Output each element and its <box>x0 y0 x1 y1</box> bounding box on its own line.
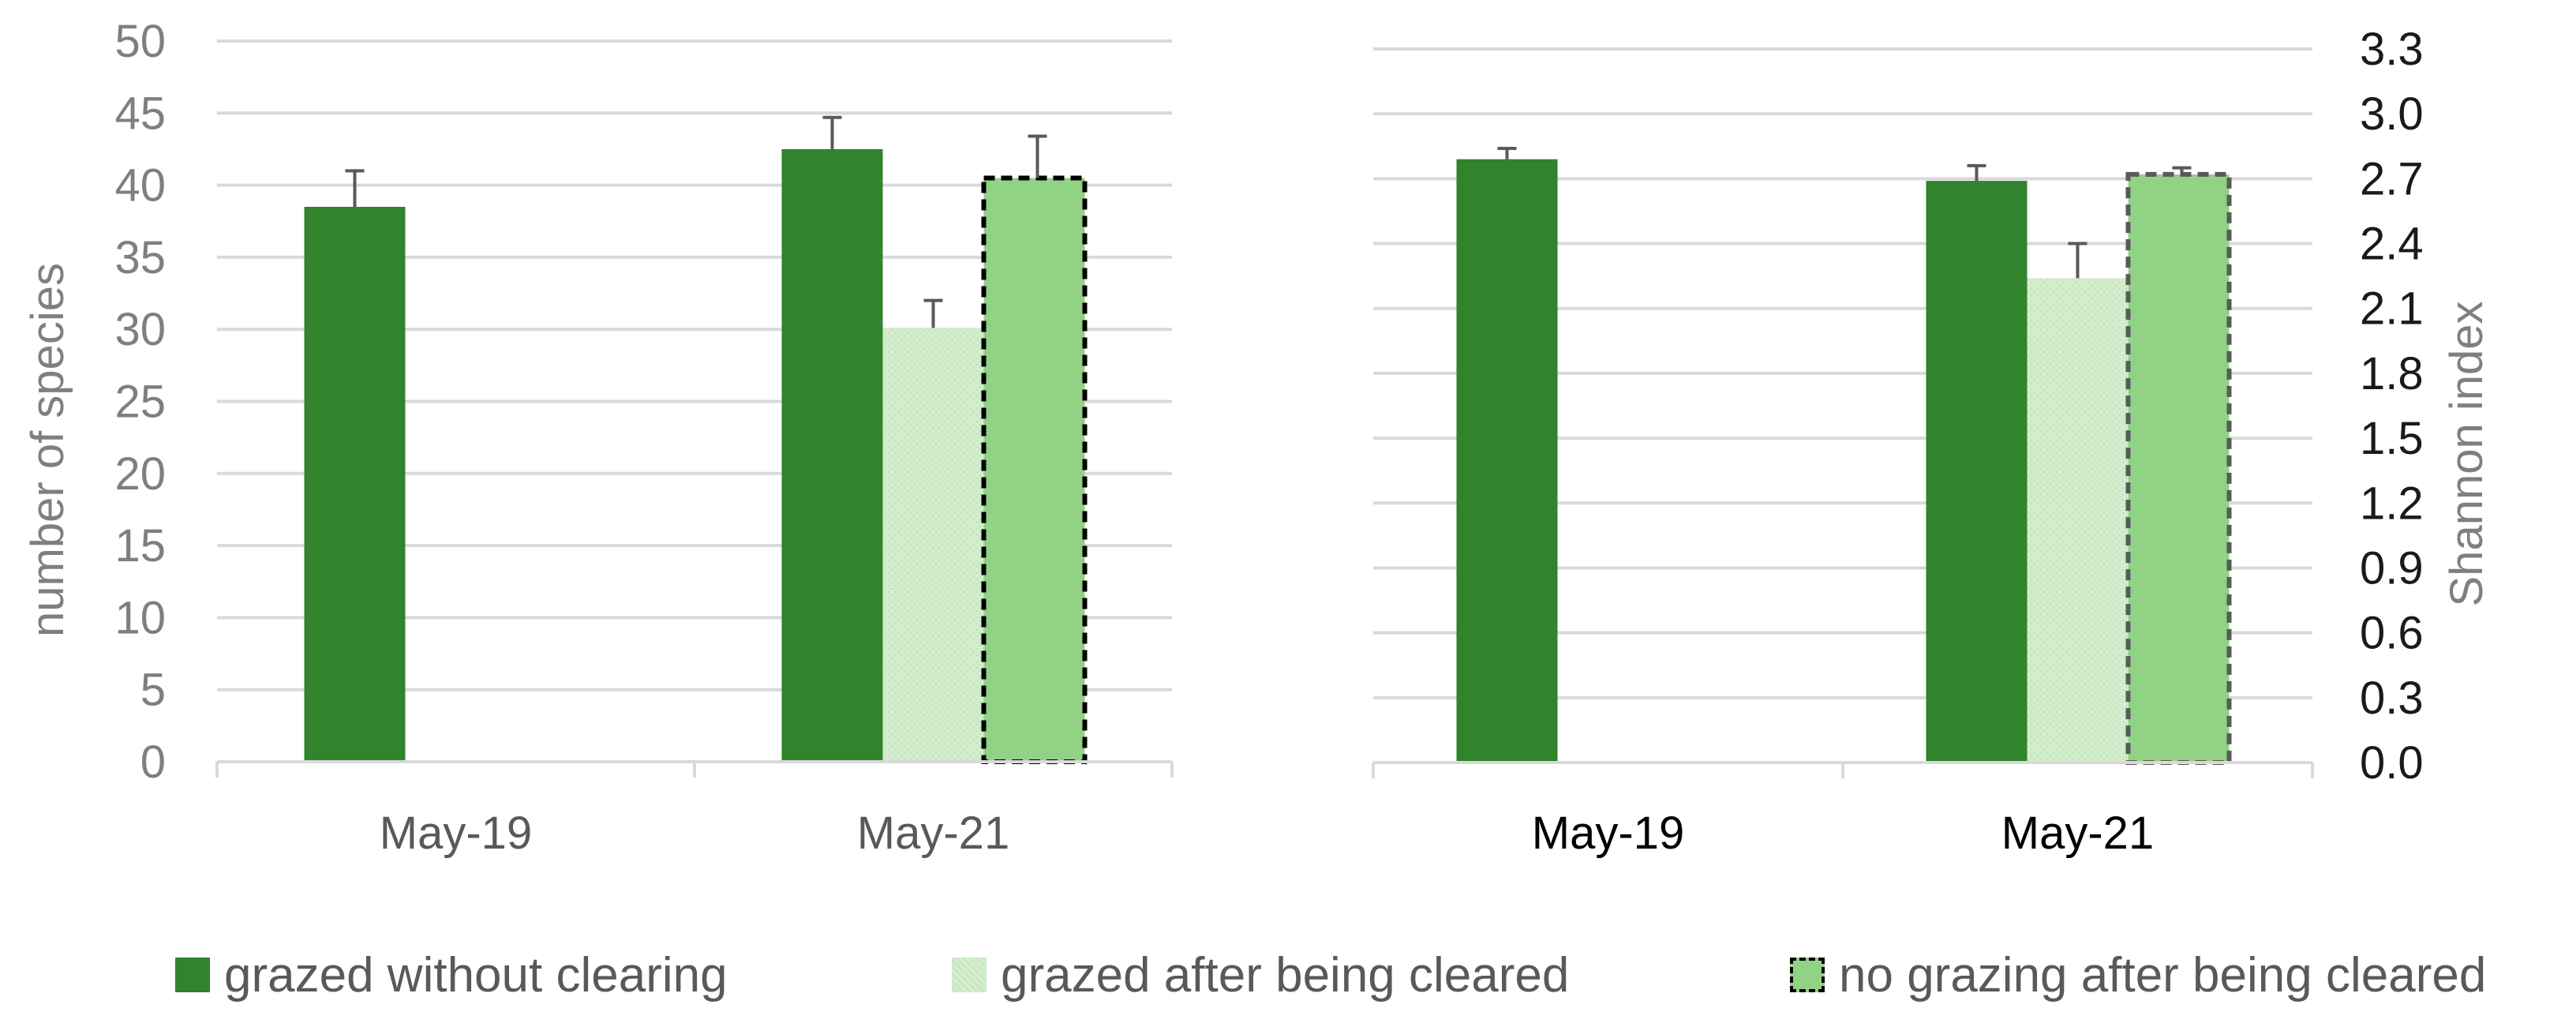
left-y-tick-labels: 0 5 10 15 20 25 30 35 40 45 50 <box>114 16 166 788</box>
y-tick-label: 2.7 <box>2360 153 2424 204</box>
x-tick-label: May-19 <box>380 808 532 859</box>
y-tick-label: 0 <box>140 737 166 788</box>
legend-item-grazed-without-clearing: grazed without clearing <box>175 939 728 1010</box>
left-x-axis: May-19 May-21 <box>215 760 1174 859</box>
y-tick-label: 0.6 <box>2360 608 2424 659</box>
y-tick-label: 0.3 <box>2360 673 2424 724</box>
legend: grazed without clearing grazed after bei… <box>0 939 2576 1010</box>
y-tick-label: 45 <box>114 88 166 139</box>
legend-label: no grazing after being cleared <box>1839 947 2487 1003</box>
bar-grazed-after-being-cleared-May-21 <box>882 328 984 762</box>
bar-grazed-without-clearing-May-21 <box>1926 181 2027 763</box>
bar-grazed-without-clearing-May-19 <box>304 206 406 762</box>
shannon-chart: 0.0 0.3 0.6 0.9 1.2 1.5 1.8 2.1 2.4 2.7 3.0 3.3 May… <box>1372 24 2492 859</box>
species-chart: 0 5 10 15 20 25 30 35 40 45 50 May-19 May-21 number… <box>22 16 1174 859</box>
y-tick-label: 2.1 <box>2360 283 2424 335</box>
bar-grazed-without-clearing-May-19 <box>1456 159 1558 763</box>
legend-swatch-no-grazing-after-cleared <box>1790 958 1825 992</box>
y-tick-label: 20 <box>114 448 166 500</box>
y-tick-label: 40 <box>114 160 166 212</box>
right-y-tick-labels: 0.0 0.3 0.6 0.9 1.2 1.5 1.8 2.1 2.4 2.7 3.0 3.3 <box>2360 24 2424 789</box>
left-bars <box>304 148 1088 765</box>
y-tick-label: 0.9 <box>2360 542 2424 594</box>
bar-no-grazing-after-being-cleared-May-21 <box>981 175 1088 765</box>
y-tick-label: 1.8 <box>2360 348 2424 399</box>
y-tick-label: 3.3 <box>2360 24 2424 75</box>
y-tick-label: 35 <box>114 232 166 283</box>
y-tick-label: 1.5 <box>2360 413 2424 464</box>
y-tick-label: 50 <box>114 16 166 67</box>
x-tick-label: May-21 <box>857 808 1009 859</box>
legend-item-no-grazing-after-cleared: no grazing after being cleared <box>1790 939 2486 1010</box>
legend-item-grazed-after-cleared: grazed after being cleared <box>952 939 1569 1010</box>
right-x-axis: May-19 May-21 <box>1372 761 2314 859</box>
y-tick-label: 3.0 <box>2360 88 2424 140</box>
left-error-bars <box>345 115 1047 328</box>
legend-swatch-grazed-without-clearing <box>175 958 210 992</box>
legend-label: grazed after being cleared <box>1001 947 1570 1003</box>
y-tick-label: 30 <box>114 304 166 355</box>
x-tick-label: May-19 <box>1532 808 1684 859</box>
y-tick-label: 15 <box>114 520 166 572</box>
y-tick-label: 1.2 <box>2360 478 2424 529</box>
y-tick-label: 25 <box>114 377 166 428</box>
x-tick-label: May-21 <box>2001 808 2154 859</box>
left-y-axis-label: number of species <box>22 263 73 637</box>
right-y-axis-label: Shannon index <box>2441 302 2492 607</box>
y-tick-label: 5 <box>140 665 166 716</box>
bar-grazed-after-being-cleared-May-21 <box>2027 278 2129 763</box>
right-error-bars <box>1497 147 2192 279</box>
legend-label: grazed without clearing <box>224 947 728 1003</box>
y-tick-label: 2.4 <box>2360 219 2424 270</box>
right-bars <box>1456 159 2232 766</box>
bar-grazed-without-clearing-May-21 <box>781 148 883 762</box>
bar-no-grazing-after-being-cleared-May-21 <box>2125 171 2232 766</box>
y-tick-label: 10 <box>114 592 166 643</box>
legend-swatch-grazed-after-cleared <box>952 958 987 992</box>
y-tick-label: 0.0 <box>2360 737 2424 789</box>
